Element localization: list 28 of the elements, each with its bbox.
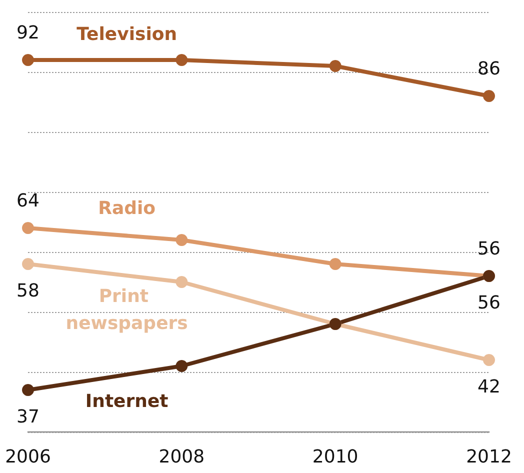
- point: [22, 384, 34, 396]
- data-label: 42: [478, 376, 500, 398]
- series-label: Radio: [98, 198, 156, 219]
- point: [22, 258, 34, 270]
- data-label: 64: [16, 190, 40, 212]
- point: [176, 276, 188, 288]
- point: [22, 222, 34, 234]
- series-label: Internet: [85, 391, 169, 412]
- point: [483, 90, 495, 102]
- x-tick-label: 2006: [5, 446, 51, 468]
- point: [22, 54, 34, 66]
- data-label: 58: [16, 280, 40, 302]
- point: [483, 354, 495, 366]
- data-label: 56: [478, 238, 500, 260]
- series-label: Television: [76, 24, 178, 45]
- data-label: 56: [478, 292, 500, 314]
- point: [176, 360, 188, 372]
- point: [329, 258, 342, 270]
- x-tick-label: 2010: [312, 446, 358, 468]
- x-tick-label: 2008: [158, 446, 205, 468]
- point: [176, 234, 188, 246]
- x-tick-label: 2012: [466, 446, 512, 468]
- data-label: 86: [478, 58, 500, 80]
- data-label: 92: [16, 22, 40, 44]
- point: [176, 54, 188, 66]
- data-label: 37: [16, 406, 40, 428]
- series-label: Print newspapers: [66, 286, 188, 334]
- point: [329, 60, 342, 72]
